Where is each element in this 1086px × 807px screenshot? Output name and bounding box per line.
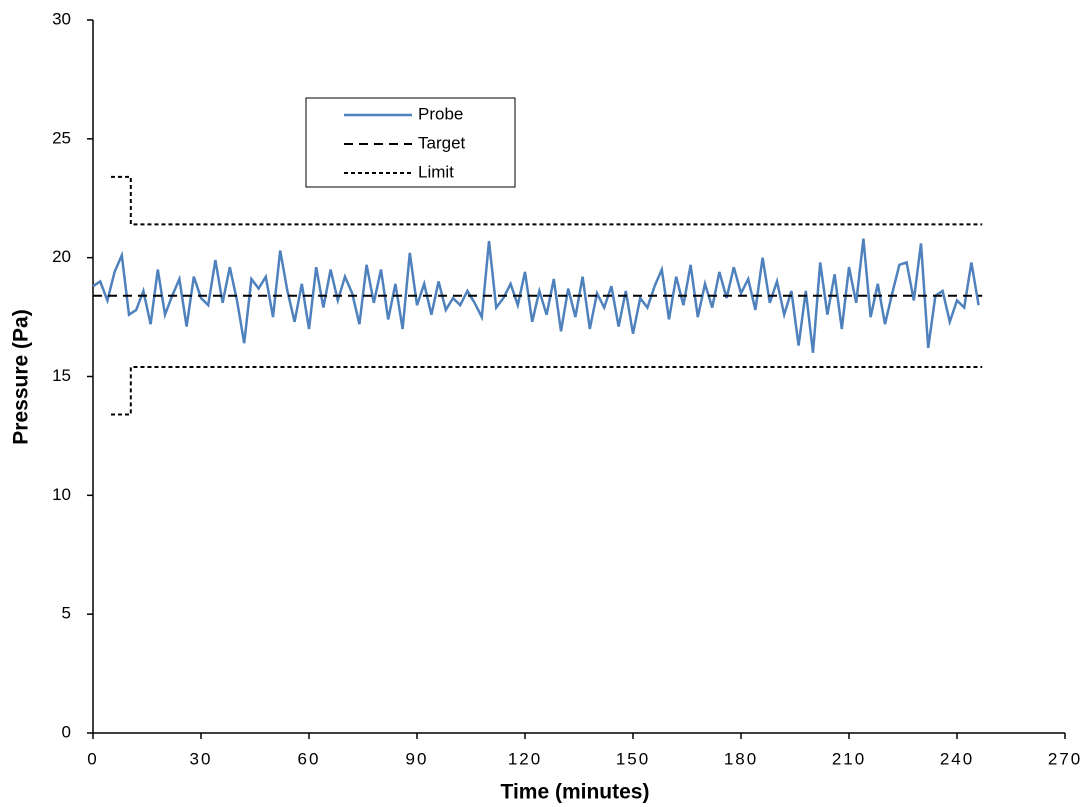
y-axis-title: Pressure (Pa) — [10, 309, 33, 444]
x-tick-label: 240 — [940, 749, 974, 768]
x-tick-label: 90 — [406, 749, 429, 768]
legend-label: Probe — [418, 104, 463, 123]
y-tick-label: 25 — [52, 128, 71, 147]
x-tick-label: 120 — [508, 749, 542, 768]
x-tick-label: 180 — [724, 749, 758, 768]
x-tick-label: 30 — [190, 749, 213, 768]
y-tick-label: 10 — [52, 485, 71, 504]
series-line — [92, 238, 980, 353]
x-tick-label: 0 — [87, 749, 98, 768]
legend-label: Limit — [418, 162, 454, 181]
x-tick-label: 150 — [616, 749, 650, 768]
y-tick-label: 30 — [52, 9, 71, 28]
y-tick-label: 15 — [52, 366, 71, 385]
x-axis-title: Time (minutes) — [501, 781, 650, 804]
y-tick-label: 0 — [62, 722, 71, 741]
y-tick-label: 5 — [62, 604, 71, 623]
y-tick-label: 20 — [52, 247, 71, 266]
x-tick-label: 60 — [298, 749, 321, 768]
series-line — [111, 365, 983, 416]
legend-box — [305, 97, 516, 188]
x-tick-label: 210 — [832, 749, 866, 768]
series-line — [111, 175, 983, 226]
x-tick-label: 270 — [1048, 749, 1082, 768]
legend-label: Target — [418, 133, 466, 152]
